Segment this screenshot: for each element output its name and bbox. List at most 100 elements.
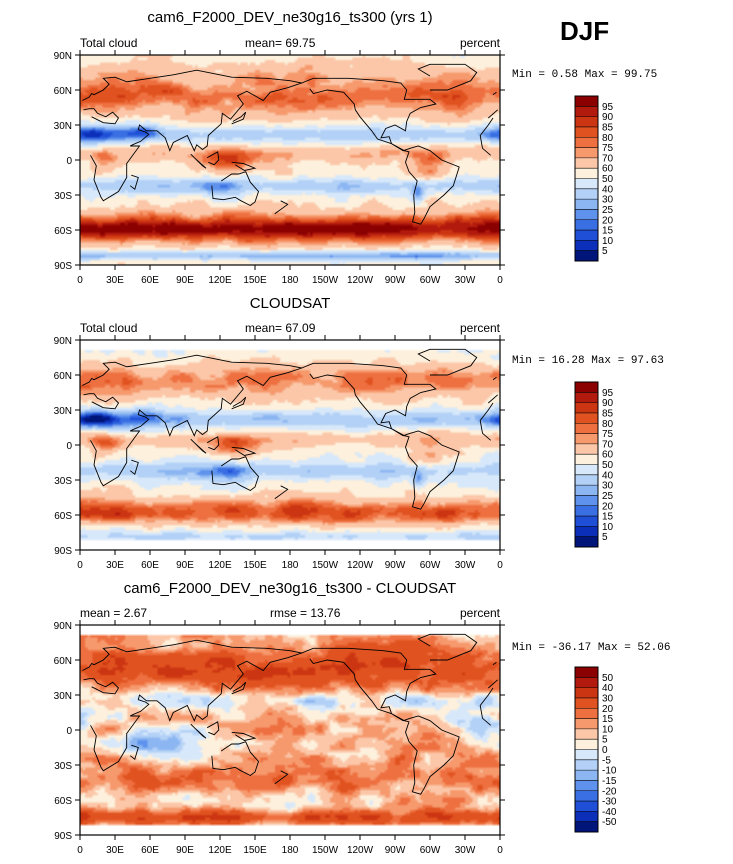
colorbar-swatch <box>575 106 598 117</box>
coastline-1 <box>211 741 260 777</box>
colorbar-label: 80 <box>602 133 614 144</box>
colorbar-label: 90 <box>602 112 614 123</box>
colorbar-label: 80 <box>602 419 614 430</box>
lon-tick-label: 90E <box>176 845 194 856</box>
colorbar-label: 75 <box>602 429 614 440</box>
colorbar-swatch <box>575 770 598 781</box>
coastline-5 <box>206 151 220 166</box>
lon-tick-label: 0 <box>497 845 503 856</box>
lon-tick-label: 30W <box>455 560 476 571</box>
colorbar-swatch <box>575 516 598 527</box>
lat-tick-label: 30S <box>54 761 72 772</box>
colorbar-swatch <box>575 749 598 761</box>
colorbar-swatch <box>575 811 598 822</box>
lat-tick-label: 0 <box>66 441 72 452</box>
colorbar-label: 95 <box>602 388 614 399</box>
colorbar-swatch <box>575 209 598 221</box>
lon-tick-label: 30E <box>106 845 124 856</box>
coastline-4 <box>190 438 207 454</box>
coastline-7 <box>129 459 139 475</box>
lat-tick-label: 30N <box>54 406 72 417</box>
colorbar-swatch <box>575 718 598 730</box>
lat-tick-label: 30N <box>54 691 72 702</box>
colorbar-label: 0 <box>602 745 608 756</box>
coastline-5 <box>206 721 220 736</box>
lon-tick-label: 150W <box>312 275 339 286</box>
coastlines <box>82 348 498 510</box>
coastline-3 <box>417 348 478 376</box>
lon-tick-label: 150E <box>243 560 267 571</box>
colorbar-swatch <box>575 382 598 393</box>
colorbar-frame <box>574 95 599 262</box>
panel-left-label: Total cloud <box>80 321 137 335</box>
colorbar-label: -10 <box>602 766 617 777</box>
coastline-4 <box>190 723 207 739</box>
colorbar-label: 70 <box>602 439 614 450</box>
lon-tick-label: 120W <box>347 845 374 856</box>
coastlines <box>82 63 498 225</box>
lon-tick-label: 60E <box>141 560 159 571</box>
colorbar-swatch <box>575 790 598 802</box>
lon-tick-label: 0 <box>77 275 83 286</box>
colorbar-label: -30 <box>602 797 617 808</box>
colorbar-swatch <box>575 474 598 486</box>
colorbar-label: 10 <box>602 236 614 247</box>
colorbar-label: -5 <box>602 755 611 766</box>
colorbar-label: 50 <box>602 460 614 471</box>
panel-1: cam6_F2000_DEV_ne30g16_ts300 (yrs 1) Tota… <box>54 9 658 286</box>
panel-minmax: Min = -36.17 Max = 52.06 <box>512 642 670 654</box>
coastline-3 <box>417 63 478 91</box>
colorbar-frame <box>574 381 599 548</box>
colorbar-swatch <box>575 402 598 414</box>
lat-tick-label: 0 <box>66 726 72 737</box>
colorbar-label: 25 <box>602 205 614 216</box>
lon-tick-label: 120W <box>347 275 374 286</box>
lon-tick-label: 180 <box>282 275 299 286</box>
colorbar-swatch <box>575 230 598 241</box>
colorbar-swatch <box>575 821 598 833</box>
lat-tick-label: 90N <box>54 51 72 62</box>
colorbar-label: 40 <box>602 184 614 195</box>
colorbar-swatch <box>575 116 598 128</box>
panel-right-label: percent <box>460 321 501 335</box>
colorbar-swatch <box>575 433 598 445</box>
lat-tick-label: 30S <box>54 476 72 487</box>
coastline-8 <box>231 111 247 125</box>
lat-tick-label: 60N <box>54 371 72 382</box>
lat-tick-label: 60S <box>54 226 72 237</box>
panel-title: CLOUDSAT <box>250 295 331 312</box>
lon-tick-label: 30E <box>106 560 124 571</box>
lon-tick-label: 60W <box>420 275 441 286</box>
lat-tick-label: 60S <box>54 796 72 807</box>
colorbar-swatch <box>575 687 598 699</box>
colorbar-swatch <box>575 708 598 719</box>
lon-tick-label: 30E <box>106 275 124 286</box>
colorbar-swatch <box>575 126 598 138</box>
colorbar-swatch <box>575 250 598 262</box>
colorbar-swatch <box>575 392 598 403</box>
coastline-0 <box>82 69 498 202</box>
lon-tick-label: 120E <box>208 845 232 856</box>
coastline-2 <box>301 77 460 225</box>
colorbar-swatch <box>575 199 598 210</box>
colorbar-label: 20 <box>602 215 614 226</box>
colorbar-swatch <box>575 178 598 190</box>
panel-2: CLOUDSAT Total cloud mean= 67.09 percent Min… <box>54 295 664 571</box>
lon-tick-label: 90W <box>385 275 406 286</box>
colorbar-label: 50 <box>602 174 614 185</box>
colorbar-label: 50 <box>602 673 614 684</box>
coastline-5 <box>206 436 220 451</box>
panel-3: cam6_F2000_DEV_ne30g16_ts300 - CLOUDSAT m… <box>54 580 671 856</box>
colorbar-swatch <box>575 240 598 251</box>
coastline-2 <box>301 647 460 795</box>
lon-tick-label: 120E <box>208 560 232 571</box>
coastline-6 <box>231 731 257 741</box>
coastline-10 <box>274 200 289 215</box>
colorbar-swatch <box>575 219 598 231</box>
colorbar-swatch <box>575 495 598 507</box>
coastline-0 <box>82 354 498 487</box>
coastline-6 <box>231 446 257 456</box>
colorbar-swatch <box>575 526 598 537</box>
panel-center-label: rmse = 13.76 <box>270 606 341 620</box>
colorbar-label: 20 <box>602 704 614 715</box>
